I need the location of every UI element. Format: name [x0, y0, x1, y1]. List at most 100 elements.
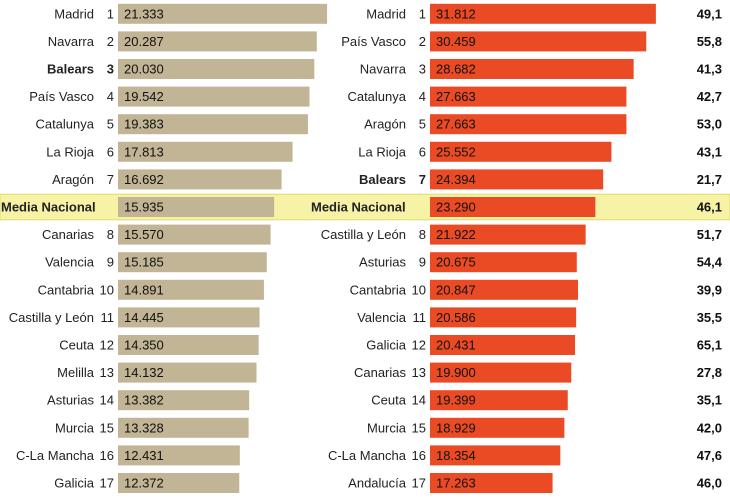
right-region-label: Aragón: [364, 117, 406, 132]
left-bar: [118, 279, 264, 300]
right-value-label: 18.929: [436, 420, 476, 435]
left-region-label: Madrid: [54, 6, 94, 21]
left-value-label: 17.813: [124, 144, 164, 159]
right-rank-label: 6: [419, 144, 426, 159]
right-value-label: 25.552: [436, 144, 476, 159]
right-value-label: 23.290: [436, 200, 476, 215]
left-value-label: 14.350: [124, 338, 164, 353]
right-percent-label: 54,4: [697, 255, 723, 270]
right-value-label: 20.586: [436, 310, 476, 325]
right-rank-label: 1: [419, 6, 426, 21]
right-percent-label: 53,0: [697, 117, 722, 132]
left-value-label: 16.692: [124, 172, 164, 187]
left-rank-label: 2: [107, 34, 114, 49]
left-region-label: Canarias: [42, 227, 95, 242]
right-rank-label: 15: [412, 420, 426, 435]
left-region-label: Melilla: [57, 365, 95, 380]
left-region-label: Media Nacional: [1, 200, 96, 215]
right-rank-label: 14: [412, 393, 426, 408]
right-region-label: Castilla y León: [321, 227, 406, 242]
left-bar: [118, 473, 240, 493]
right-region-label: C-La Mancha: [328, 448, 407, 463]
left-rank-label: 3: [107, 62, 114, 77]
right-bar: [430, 114, 627, 135]
left-bar: [118, 3, 328, 24]
left-bar: [118, 169, 282, 190]
right-region-label: Catalunya: [347, 89, 406, 104]
right-bar: [430, 59, 634, 79]
left-value-label: 15.570: [124, 227, 164, 242]
right-region-label: Murcia: [367, 420, 407, 435]
right-percent-label: 65,1: [697, 338, 722, 353]
left-rank-label: 10: [100, 282, 114, 297]
right-value-label: 20.431: [436, 338, 476, 353]
right-rank-label: 13: [412, 365, 426, 380]
left-rank-label: 1: [107, 6, 114, 21]
left-bar: [118, 417, 249, 438]
right-percent-label: 47,6: [697, 448, 722, 463]
right-region-label: Canarias: [354, 365, 407, 380]
right-rank-label: 5: [419, 117, 426, 132]
right-value-label: 18.354: [436, 448, 476, 463]
right-rank-label: 8: [419, 227, 426, 242]
right-rank-label: 16: [412, 448, 426, 463]
left-rank-label: 13: [100, 365, 114, 380]
left-rank-label: 17: [100, 476, 114, 491]
left-rank-label: 16: [100, 448, 114, 463]
right-region-label: Madrid: [366, 6, 406, 21]
right-value-label: 19.900: [436, 365, 476, 380]
right-region-label: Navarra: [360, 62, 407, 77]
left-region-label: La Rioja: [46, 144, 94, 159]
left-rank-label: 11: [101, 310, 115, 325]
right-percent-label: 35,1: [697, 393, 722, 408]
right-bar: [430, 224, 586, 245]
right-percent-label: 49,1: [697, 6, 722, 21]
right-rank-label: 4: [419, 89, 426, 104]
right-value-label: 20.847: [436, 282, 476, 297]
right-value-label: 27.663: [436, 89, 476, 104]
right-bar: [430, 307, 577, 328]
right-value-label: 31.812: [436, 6, 476, 21]
left-value-label: 14.132: [124, 365, 164, 380]
left-rank-label: 8: [107, 227, 114, 242]
right-rank-label: 11: [413, 310, 427, 325]
left-bar: [118, 141, 293, 162]
left-bar: [118, 86, 310, 107]
right-percent-label: 27,8: [697, 365, 722, 380]
left-region-label: Balears: [47, 62, 94, 77]
right-percent-label: 55,8: [697, 34, 722, 49]
left-bar: [118, 252, 267, 273]
left-value-label: 19.383: [124, 117, 164, 132]
left-value-label: 12.372: [124, 476, 164, 491]
right-region-label: Galicia: [366, 338, 407, 353]
left-bar: [118, 390, 250, 411]
right-rank-label: 10: [412, 282, 426, 297]
left-value-label: 13.328: [124, 420, 164, 435]
left-value-label: 15.185: [124, 255, 164, 270]
right-region-label: Cantabria: [350, 282, 407, 297]
left-rank-label: 15: [100, 420, 114, 435]
left-rank-label: 14: [100, 393, 114, 408]
left-bar: [118, 362, 257, 383]
right-rank-label: 9: [419, 255, 426, 270]
left-bar: [118, 59, 315, 79]
right-value-label: 28.682: [436, 62, 476, 77]
right-percent-label: 42,7: [697, 89, 722, 104]
right-region-label: La Rioja: [358, 144, 406, 159]
right-region-label: Valencia: [357, 310, 407, 325]
right-bar: [430, 279, 579, 300]
left-bar: [118, 197, 275, 217]
left-region-label: Catalunya: [35, 117, 94, 132]
right-percent-label: 35,5: [697, 310, 722, 325]
left-region-label: Castilla y León: [9, 310, 94, 325]
right-rank-label: 17: [412, 476, 426, 491]
left-value-label: 14.445: [124, 310, 164, 325]
left-value-label: 20.287: [124, 34, 164, 49]
right-percent-label: 46,0: [697, 476, 722, 491]
left-rank-label: 4: [107, 89, 114, 104]
left-region-label: Asturias: [47, 393, 94, 408]
left-value-label: 19.542: [124, 89, 164, 104]
left-value-label: 14.891: [124, 282, 164, 297]
left-bar: [118, 335, 259, 355]
right-bar: [430, 169, 604, 190]
